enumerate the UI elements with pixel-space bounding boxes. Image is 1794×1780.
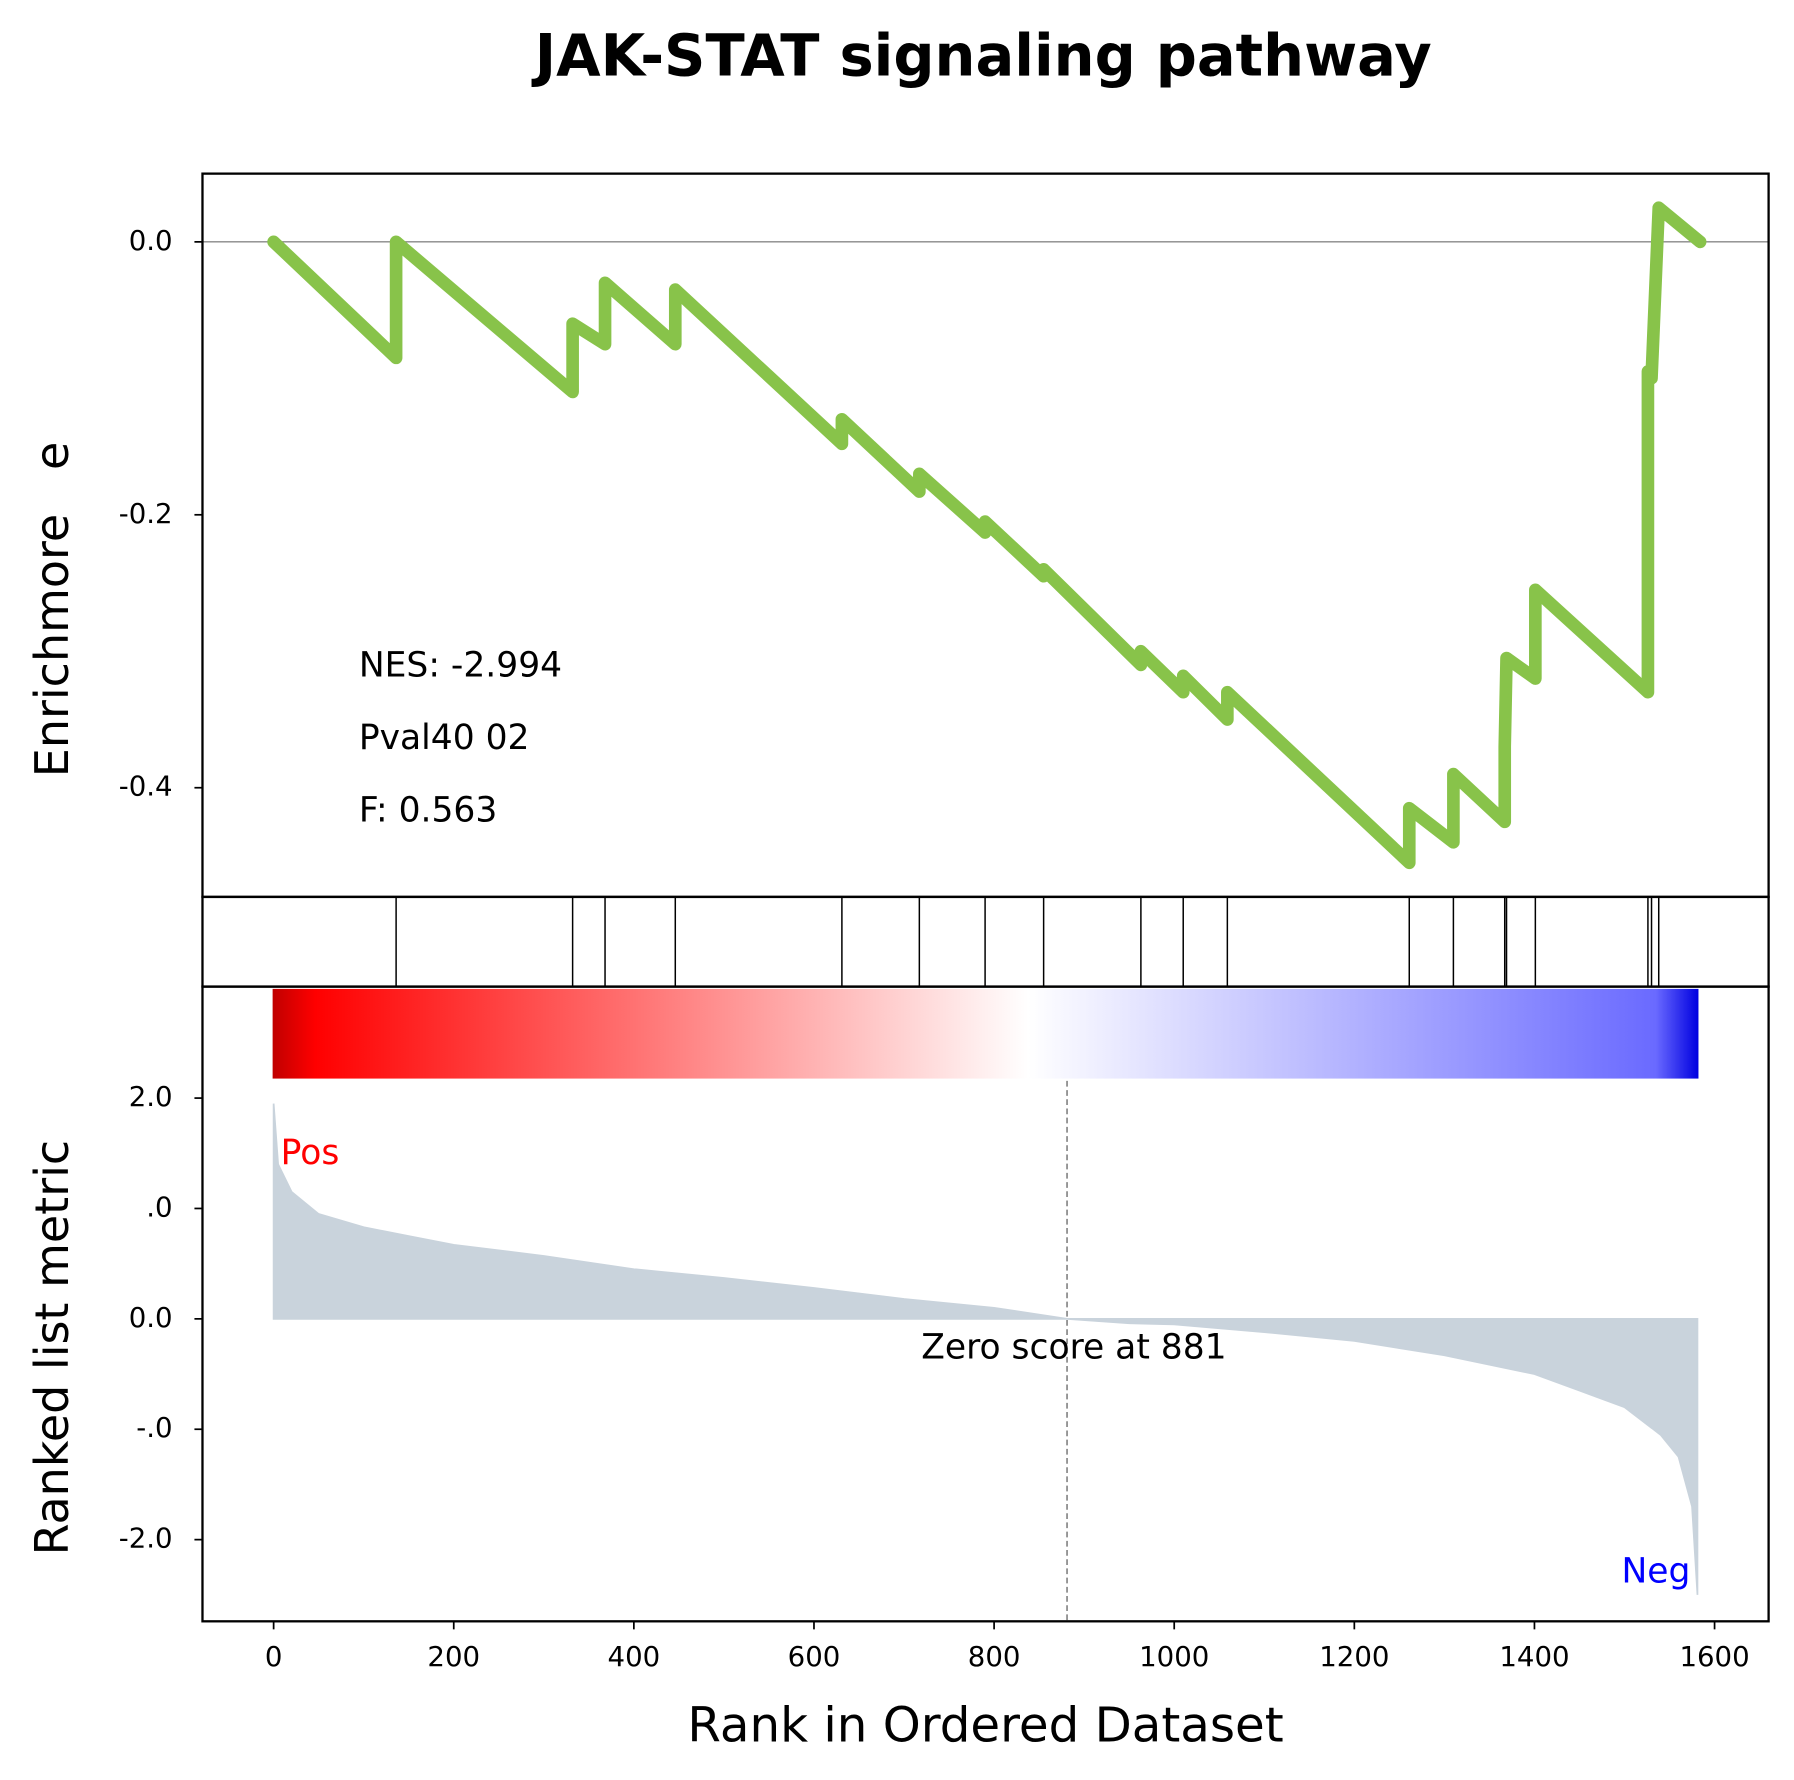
neg-label: Neg <box>1622 1552 1691 1592</box>
x-tick-label: 1000 <box>1139 1640 1209 1673</box>
annotation: Pval40 02 <box>359 718 530 758</box>
x-tick-label: 0 <box>265 1640 283 1673</box>
x-tick-label: 1400 <box>1499 1640 1569 1673</box>
colorbar <box>272 988 1699 1079</box>
annotation: NES: -2.994 <box>359 645 562 685</box>
zero-score-label: Zero score at 881 <box>921 1327 1226 1367</box>
y-tick-label: 0.0 <box>129 224 173 257</box>
axes-frame <box>201 985 1770 1623</box>
y-tick-label: -.0 <box>136 1411 172 1444</box>
chart-title: JAK-STAT signaling pathway <box>531 22 1432 89</box>
x-tick-label: 1200 <box>1319 1640 1389 1673</box>
y-tick-label: .0 <box>146 1190 172 1223</box>
y-tick-label: -2.0 <box>119 1522 173 1555</box>
x-tick-label: 1600 <box>1679 1640 1749 1673</box>
x-tick-label: 200 <box>427 1640 480 1673</box>
annotation: F: 0.563 <box>359 790 497 830</box>
y-axis-label: Enrichmore e <box>25 442 79 778</box>
x-tick-label: 800 <box>968 1640 1021 1673</box>
metric-area <box>272 1103 1699 1595</box>
y-axis-label: Ranked list metric <box>25 1140 79 1556</box>
x-tick-label: 600 <box>788 1640 841 1673</box>
y-tick-label: -0.4 <box>119 770 173 803</box>
x-tick-label: 400 <box>608 1640 661 1673</box>
x-axis-label: Rank in Ordered Dataset <box>687 1697 1283 1753</box>
pos-label: Pos <box>281 1133 340 1173</box>
y-tick-label: 2.0 <box>129 1080 173 1113</box>
enrichment-line <box>267 201 1707 870</box>
y-tick-label: -0.2 <box>119 497 173 530</box>
y-tick-label: 0.0 <box>129 1301 173 1334</box>
